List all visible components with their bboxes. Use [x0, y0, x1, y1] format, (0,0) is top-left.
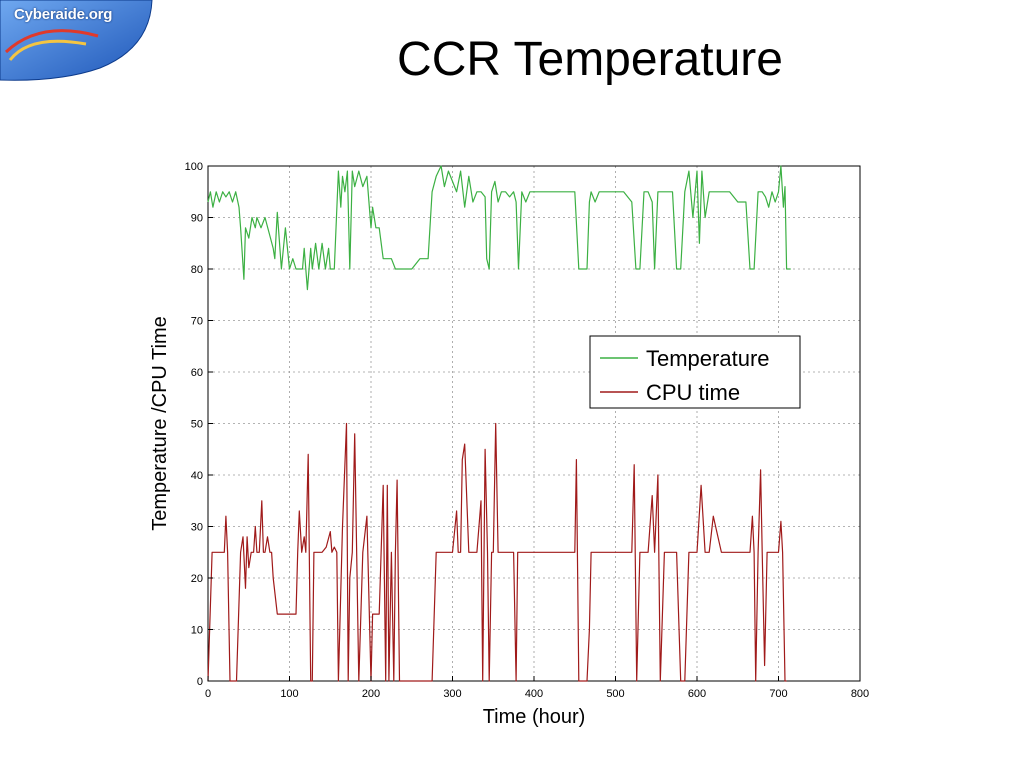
grid-lines	[208, 166, 860, 681]
y-tick-label: 100	[185, 161, 203, 173]
y-tick-label: 0	[197, 676, 203, 688]
x-tick-label: 700	[769, 688, 787, 700]
x-tick-label: 200	[362, 688, 380, 700]
logo-text: Cyberaide.org	[14, 6, 113, 23]
y-tick-label: 70	[191, 316, 203, 328]
temperature-cpu-chart: 0 100 200 300 400 500 600 700 800 0 10 20 30 40 50 60 70…	[149, 161, 870, 728]
tick-labels: 0 100 200 300 400 500 600 700 800 0 10 20 30 40 50 60 70…	[185, 161, 870, 700]
y-tick-label: 30	[191, 522, 203, 534]
x-axis-label: Time (hour)	[483, 706, 586, 728]
y-tick-label: 80	[191, 264, 203, 276]
y-tick-label: 20	[191, 573, 203, 585]
legend-entry-cpu-time: CPU time	[646, 380, 740, 405]
y-tick-label: 10	[191, 625, 203, 637]
legend-box	[589, 335, 801, 409]
page-title: CCR Temperature	[397, 33, 783, 86]
x-tick-label: 400	[525, 688, 543, 700]
y-tick-label: 90	[191, 213, 203, 225]
legend-entry-temperature: Temperature	[646, 346, 770, 371]
series-line-cpu-time	[207, 422, 787, 682]
x-tick-label: 500	[606, 688, 624, 700]
y-axis-label: Temperature /CPU Time	[149, 316, 171, 531]
x-tick-label: 800	[851, 688, 869, 700]
x-tick-label: 100	[280, 688, 298, 700]
logo-badge-icon	[0, 0, 153, 81]
series-layer	[207, 165, 791, 682]
y-tick-label: 50	[191, 419, 203, 431]
cyberaide-logo: Cyberaide.org	[0, 0, 156, 82]
y-tick-label: 60	[191, 367, 203, 379]
series-line-temperature	[207, 165, 791, 291]
chart-legend: Temperature CPU time	[589, 335, 801, 409]
x-tick-label: 300	[443, 688, 461, 700]
x-tick-label: 600	[688, 688, 706, 700]
y-tick-label: 40	[191, 470, 203, 482]
x-tick-label: 0	[205, 688, 211, 700]
